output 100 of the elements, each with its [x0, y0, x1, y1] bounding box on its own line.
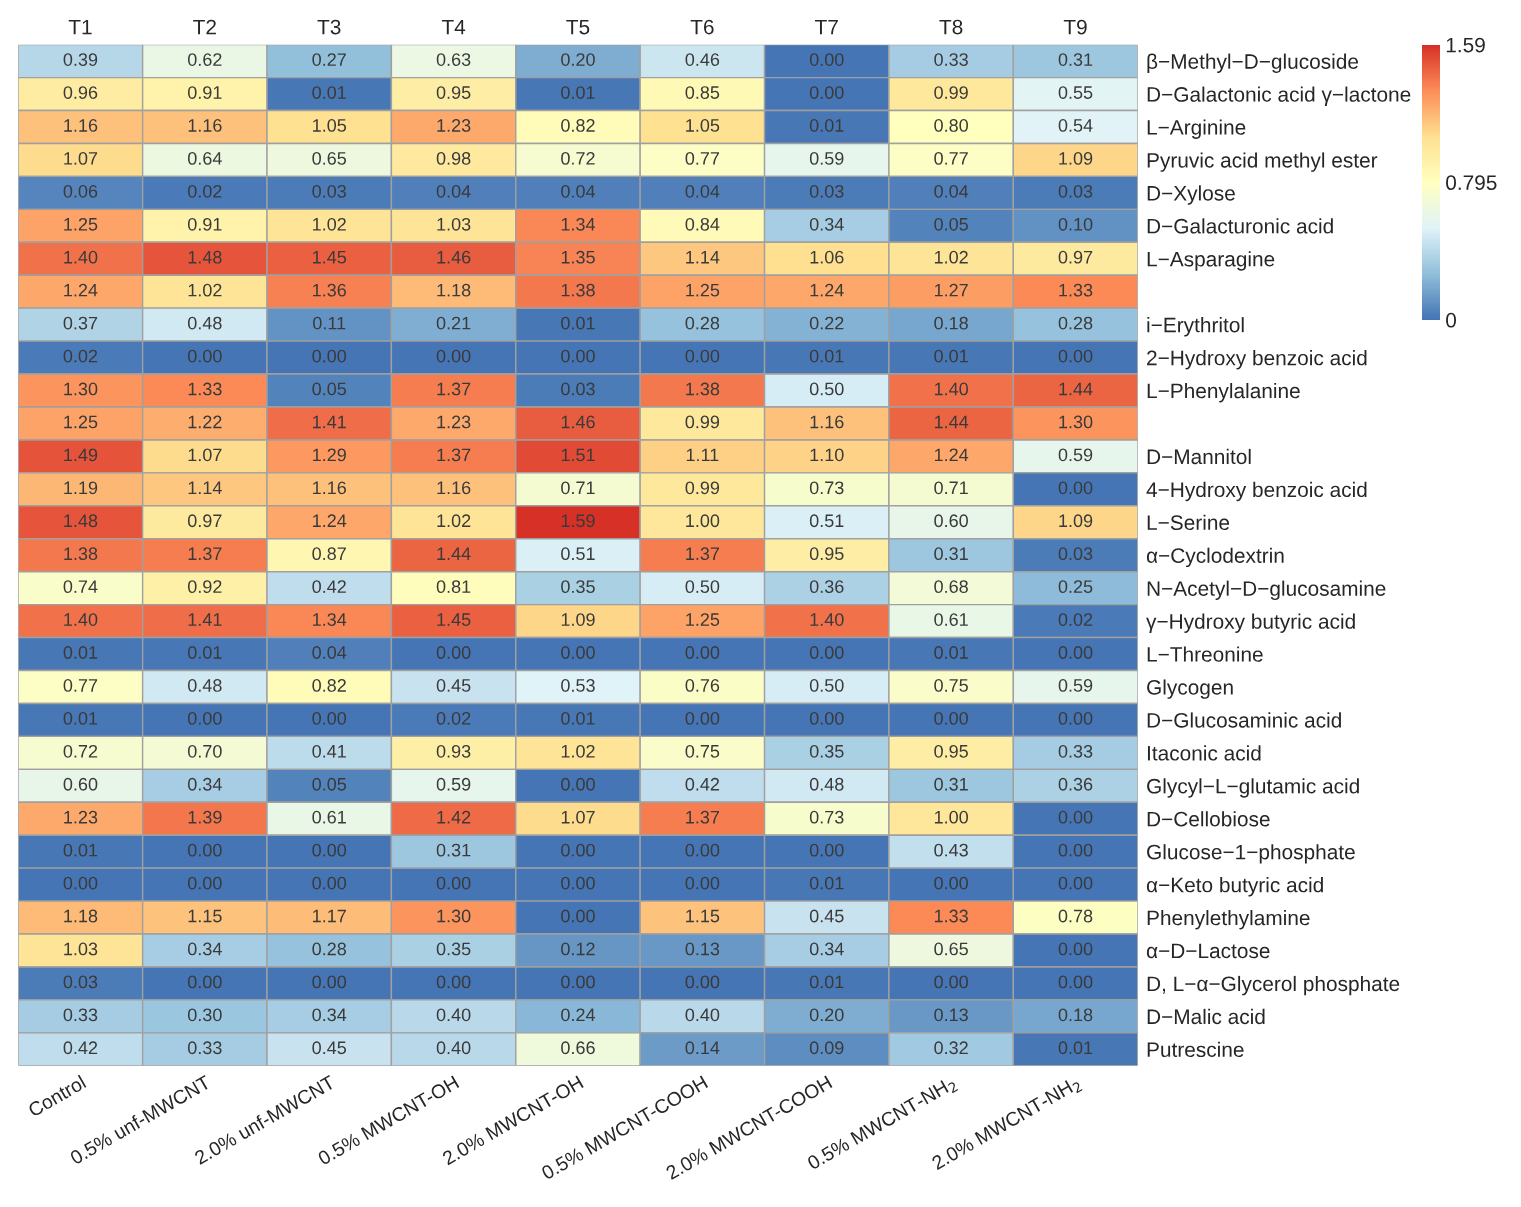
- text: T4: [441, 19, 466, 35]
- data-label: 1.24: [810, 283, 844, 297]
- data-label: 1.07: [188, 448, 222, 462]
- data-label: 0.01: [312, 86, 346, 99]
- data-label: 0.12: [561, 942, 595, 956]
- data-label: 1.41: [313, 415, 346, 429]
- data-label: 1.36: [313, 283, 346, 297]
- data-label: 1.02: [188, 283, 222, 297]
- data-label: 0.01: [63, 711, 98, 725]
- data-label: 1.27: [934, 283, 968, 297]
- data-label: 0.65: [312, 152, 347, 165]
- data-label: 0.01: [561, 316, 595, 330]
- y-tick-label: Itaconic acid: [1147, 745, 1261, 761]
- data-label: 1.16: [64, 119, 98, 132]
- data-label: 0.70: [187, 744, 222, 758]
- data-label: 0.50: [809, 382, 844, 396]
- data-label: 0.01: [809, 876, 844, 890]
- data-label: 0.00: [809, 53, 844, 66]
- data-label: 0.00: [809, 86, 844, 99]
- data-label: 0.00: [187, 711, 222, 725]
- data-label: 0.05: [312, 382, 347, 396]
- data-label: 0.04: [934, 184, 969, 198]
- data-label: 0.00: [187, 975, 222, 989]
- data-label: 0.73: [809, 810, 844, 824]
- data-label: 1.14: [188, 481, 222, 495]
- data-label: 1.18: [437, 283, 471, 297]
- data-label: 0.00: [561, 843, 595, 857]
- data-label: 0.00: [934, 876, 968, 890]
- data-label: 1.23: [64, 810, 98, 824]
- data-label: 0.02: [187, 184, 222, 198]
- data-label: 1.46: [437, 250, 471, 264]
- data-label: 1.38: [561, 283, 595, 297]
- data-label: 1.48: [64, 514, 98, 528]
- data-label: 0.00: [187, 843, 222, 857]
- y-tick-label: Glycogen: [1147, 679, 1233, 699]
- data-label: 0.00: [809, 843, 844, 857]
- data-label: 1.02: [313, 217, 346, 231]
- data-label: 1.40: [64, 613, 98, 626]
- data-label: 1.29: [313, 448, 346, 462]
- data-label: 0.54: [1058, 119, 1093, 132]
- data-label: 0.30: [187, 1008, 222, 1022]
- data-label: 0.99: [685, 415, 720, 429]
- data-label: 0.01: [809, 119, 844, 132]
- data-label: 0.76: [685, 679, 720, 692]
- data-label: 0.00: [685, 349, 720, 363]
- data-label: 1.00: [686, 514, 720, 528]
- data-label: 0.45: [436, 679, 471, 692]
- data-label: 1.30: [64, 382, 98, 396]
- data-label: 1.03: [437, 217, 471, 231]
- data-label: 0.34: [809, 942, 844, 956]
- data-label: 0.00: [436, 975, 471, 989]
- data-label: 0.95: [809, 547, 844, 561]
- y-tick-label: α−Cyclodextrin: [1146, 547, 1284, 568]
- data-label: 0.98: [436, 152, 471, 165]
- data-label: 0.13: [685, 942, 720, 956]
- data-label: 1.37: [437, 448, 471, 462]
- data-label: 0.00: [685, 843, 720, 857]
- data-label: 1.24: [64, 283, 98, 297]
- data-label: 0.00: [561, 349, 595, 363]
- data-label: 0.18: [934, 316, 968, 330]
- data-label: 0.75: [685, 744, 720, 758]
- data-label: 1.22: [188, 415, 222, 429]
- data-label: 1.07: [64, 152, 98, 165]
- data-label: 1.44: [934, 415, 969, 429]
- data-label: 0.34: [312, 1008, 347, 1022]
- data-label: 0.34: [187, 942, 222, 956]
- y-tick-label: D−Galactonic acid γ−lactone: [1147, 86, 1411, 106]
- data-label: 0.00: [63, 876, 98, 890]
- data-label: 0.28: [312, 942, 346, 956]
- data-label: 0.72: [561, 152, 595, 165]
- data-label: 0.91: [187, 217, 222, 231]
- data-label: 0.10: [1058, 217, 1093, 231]
- data-label: 0.01: [187, 646, 222, 659]
- data-label: 0.03: [1058, 184, 1093, 198]
- data-label: 0.95: [934, 744, 968, 758]
- data-label: 0.14: [685, 1041, 720, 1055]
- data-label: 0.36: [809, 580, 844, 594]
- data-label: 0.62: [187, 53, 222, 66]
- text: T2: [193, 19, 216, 35]
- data-label: 0.85: [685, 86, 720, 99]
- data-label: 0.01: [561, 86, 595, 99]
- data-label: 1.07: [561, 810, 595, 824]
- data-label: 0.84: [685, 217, 720, 231]
- data-label: 0.60: [934, 514, 968, 528]
- data-label: 0.32: [934, 1041, 968, 1055]
- data-label: 0.50: [685, 580, 720, 594]
- data-label: 0.55: [1058, 86, 1093, 99]
- data-label: 1.17: [313, 909, 346, 923]
- data-label: 1.03: [64, 942, 98, 956]
- data-label: 0.97: [1058, 250, 1093, 264]
- data-label: 0.31: [934, 547, 968, 561]
- data-label: 1.19: [64, 481, 98, 495]
- data-label: 0.00: [1058, 975, 1093, 989]
- color-bar-label: 1.59: [1446, 37, 1485, 53]
- data-label: 0.81: [436, 580, 471, 594]
- data-label: 0.00: [809, 711, 844, 725]
- data-label: 0.33: [1058, 744, 1093, 758]
- data-label: 1.33: [1059, 283, 1093, 297]
- data-label: 1.33: [188, 382, 222, 396]
- data-label: 0.35: [809, 744, 844, 758]
